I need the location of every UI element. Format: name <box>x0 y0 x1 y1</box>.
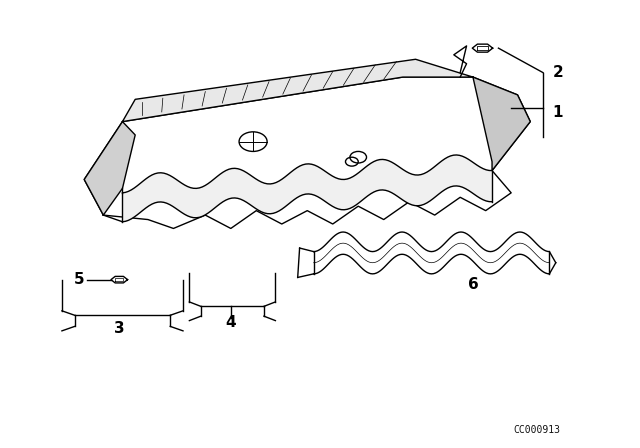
Text: 3: 3 <box>114 321 125 336</box>
Text: 1: 1 <box>552 105 563 120</box>
Text: 4: 4 <box>225 315 236 330</box>
Text: 6: 6 <box>468 276 478 292</box>
Polygon shape <box>122 59 473 121</box>
Text: 2: 2 <box>552 65 563 80</box>
Polygon shape <box>84 77 531 228</box>
Polygon shape <box>84 121 135 215</box>
Text: CC000913: CC000913 <box>513 426 560 435</box>
Polygon shape <box>122 155 492 222</box>
Text: 5: 5 <box>74 272 84 287</box>
Polygon shape <box>473 77 531 171</box>
